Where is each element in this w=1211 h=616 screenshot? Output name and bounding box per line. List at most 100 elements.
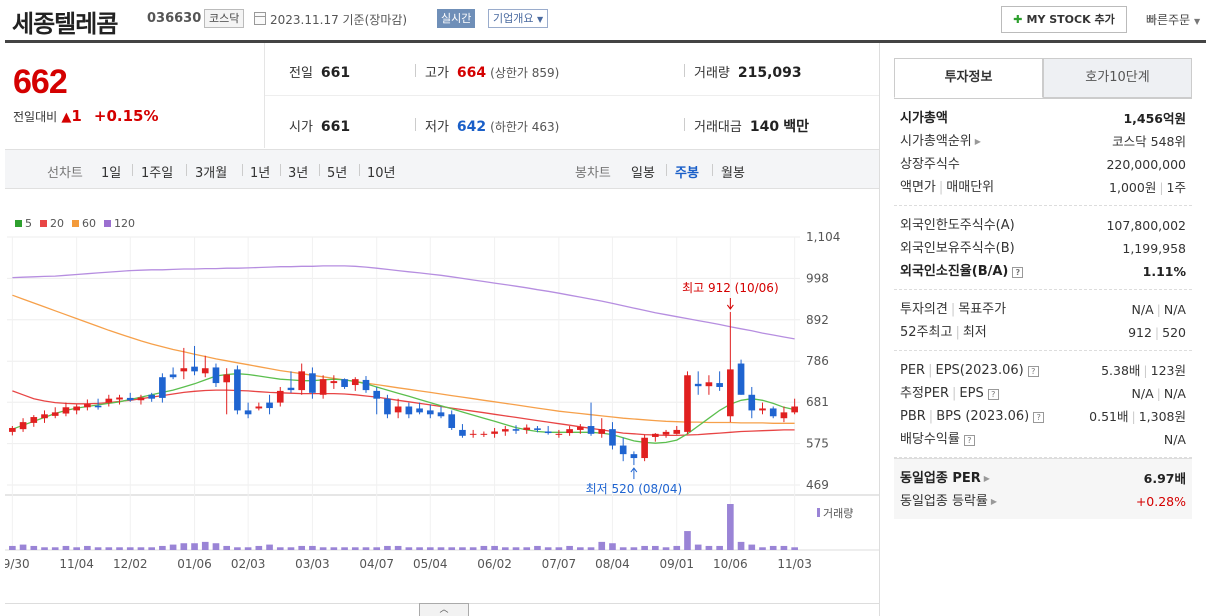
info-row[interactable]: 동일업종 PER ▶ 6.97배 [900,467,1186,490]
help-icon[interactable]: ? [1033,412,1045,423]
separator: | [1156,386,1161,401]
x-tick-label: 06/02 [477,557,512,571]
current-price: 662 [13,63,68,101]
info-label: 외국인한도주식수(A) [900,218,1015,233]
candlestick-chart-svg: 1,104 998 892 786 681 575 469 09/30 11/04 12/02 01… [0,230,879,571]
info-row[interactable]: 시가총액순위 ▶ 코스닥 548위 [900,130,1186,153]
candle-body [41,414,48,419]
separator: | [938,180,944,195]
candle-body [266,402,273,409]
opinion-label: 투자의견 [900,302,948,317]
high-arrow-head [726,304,734,310]
separator: | [1154,325,1160,340]
quick-order-dropdown[interactable]: 빠른주문 ▼ [1146,11,1200,28]
collapse-chevron-up-icon[interactable]: ︿ [419,603,469,616]
separator [684,64,685,77]
volume-bar [662,547,670,550]
separator: | [1156,302,1161,317]
opinion-value: N/A [1131,302,1154,317]
tab-order-book[interactable]: 호가10단계 [1043,58,1192,98]
volume-bar [748,544,756,550]
tab-investment-info[interactable]: 투자정보 [894,58,1043,98]
calendar-icon [254,12,266,25]
amount-unit: 백만 [783,119,809,135]
candle-chart-label: 봉차트 [575,166,611,181]
help-icon[interactable]: ? [987,389,999,400]
info-section: 투자의견 | 목표주가 N/A | N/A 52주최고 | 최저 912 | 520 [894,290,1192,351]
legend-swatch [104,220,111,227]
volume-bar [769,545,777,550]
candle-body [9,427,16,432]
volume-bar [598,541,606,550]
ind-per-label: 동일업종 PER [900,471,981,486]
volume-bar [394,545,402,550]
candle-body [448,414,456,428]
candle-weekly[interactable]: 주봉 [675,166,699,181]
candle-body [512,429,520,431]
volume-bar [234,547,241,550]
range-5y[interactable]: 5년 [327,166,348,181]
stat-label: 전일 [289,66,313,81]
range-3y[interactable]: 3년 [288,166,309,181]
stat-label: 고가 [425,66,449,81]
volume-bar [566,545,573,550]
candle-body [437,412,445,417]
legend-item: 20 [40,217,64,230]
candle-body [684,375,691,432]
info-label: 추정PER | EPS? [900,382,999,405]
company-overview-dropdown[interactable]: 기업개요 ▼ [488,9,549,28]
stat-low: 저가 642 (하한가 463) [415,116,559,135]
stat-value: 661 [320,65,351,81]
stat-value: 642 [456,119,487,135]
range-1d[interactable]: 1일 [101,166,122,181]
info-row[interactable]: 동일업종 등락률 ▶ +0.28% [900,490,1186,513]
volume-bar [512,547,520,550]
help-icon[interactable]: ? [1012,267,1024,278]
chart-legend: 5 20 60 120 [15,217,143,230]
help-icon[interactable]: ? [1027,366,1039,377]
pbr-label: PBR [900,409,926,424]
volume-bar [780,545,788,550]
info-label: 52주최고 | 최저 [900,321,987,344]
range-1w[interactable]: 1주일 [141,166,174,181]
candle-body [180,368,188,372]
range-3m[interactable]: 3개월 [195,166,228,181]
realtime-button[interactable]: 실시간 [437,9,476,28]
volume-bar [41,547,48,550]
range-1y[interactable]: 1년 [250,166,271,181]
candle-daily[interactable]: 일봉 [631,166,655,181]
x-tick-label: 02/03 [231,557,266,571]
volume-bar [759,547,766,550]
candle-body [309,373,316,393]
add-my-stock-button[interactable]: ✚ MY STOCK 추가 [1001,6,1127,33]
ma60-line [12,294,795,424]
par-value: 1,000원 [1109,180,1157,195]
legend-swatch [15,220,22,227]
volume-bar [191,543,198,550]
volume-bar [276,547,284,550]
candle-body [491,431,498,434]
change-value: 1 [71,107,82,125]
info-row: 배당수익률? N/A [900,428,1186,451]
separator: | [1159,180,1164,195]
stock-header: 세종텔레콤 036630 코스닥 2023.11.17 기준(장마감) 실시간 … [0,0,1211,40]
candle-body [716,383,723,387]
candle-body [630,454,638,459]
candle-body [62,407,70,414]
help-icon[interactable]: ? [963,435,975,446]
est-eps-value: N/A [1163,386,1186,401]
info-value: +0.28% [1135,494,1186,509]
x-tick-label: 10/06 [713,557,748,571]
stat-value: 664 [456,65,487,81]
info-value: N/A [1163,432,1186,447]
caret-right-icon: ▶ [990,497,998,506]
line-chart-label: 선차트 [47,166,83,181]
range-10y[interactable]: 10년 [367,166,396,181]
per-value: 5.38배 [1101,363,1141,378]
low-arrow-head [630,467,638,473]
chart-range-bar: 선차트 1일 1주일 3개월 1년 3년 5년 10년 봉차트 일봉 주봉 월봉 [5,149,879,189]
candle-monthly[interactable]: 월봉 [721,166,745,181]
candle-body [673,429,681,434]
candle-body [791,406,798,413]
volume-bar [244,547,252,550]
